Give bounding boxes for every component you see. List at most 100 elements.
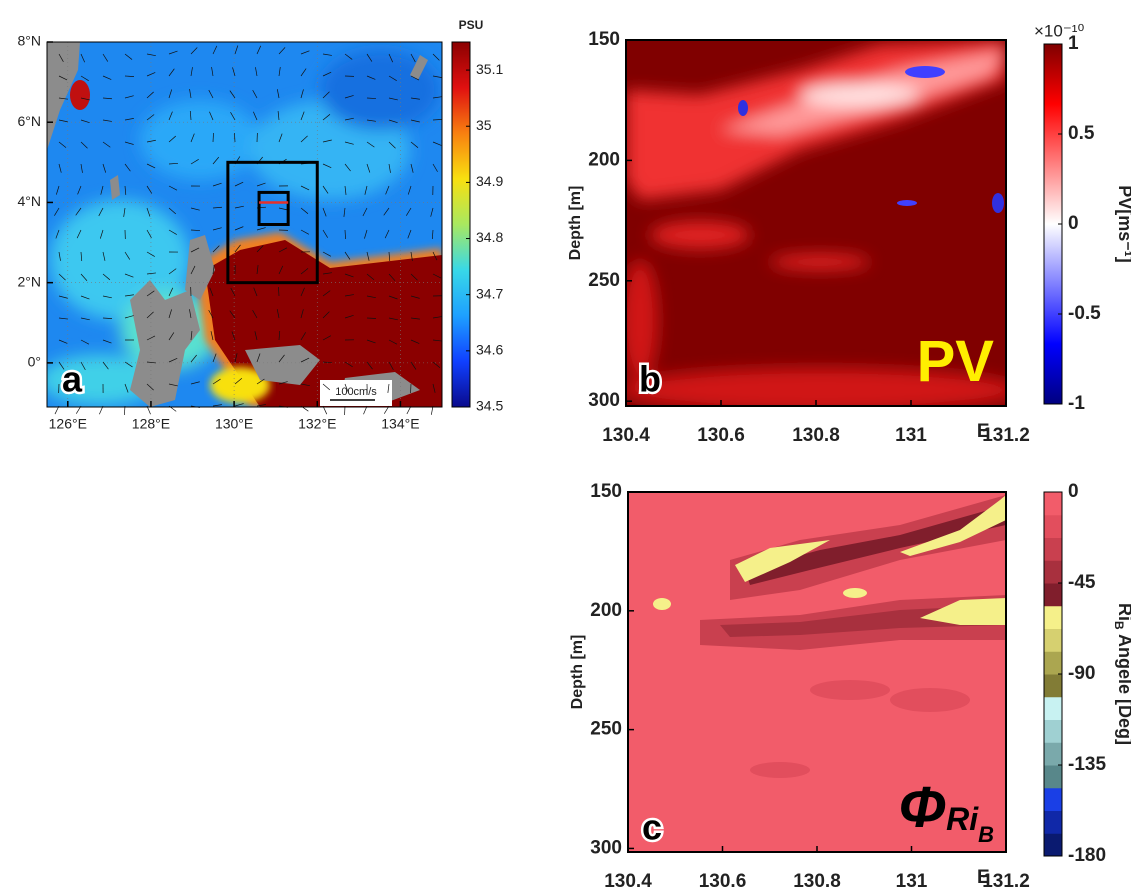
current-arrow — [168, 162, 179, 165]
current-arrow — [410, 273, 418, 281]
current-arrow — [278, 286, 280, 297]
current-arrow — [256, 404, 266, 407]
current-arrow — [80, 273, 88, 281]
y-tick-label: 150 — [588, 29, 620, 50]
current-arrow — [229, 310, 236, 319]
panel-label: b — [639, 359, 661, 400]
current-arrow — [168, 89, 173, 99]
x-tick-label: 134°E — [381, 416, 419, 432]
current-arrow — [277, 111, 280, 121]
current-arrow — [209, 287, 214, 297]
current-arrow — [388, 339, 398, 345]
current-arrow — [190, 67, 193, 77]
colorbar-tick-label: 34.6 — [476, 342, 503, 358]
current-arrow — [256, 265, 259, 275]
current-arrow — [343, 207, 346, 217]
colorbar-label-main: PV[ms⁻¹] — [1115, 185, 1131, 263]
current-arrow — [102, 141, 111, 148]
current-arrow — [322, 383, 331, 391]
current-arrow — [385, 185, 390, 195]
y-tick-label: 150 — [590, 481, 622, 502]
y-tick-label: 2°N — [18, 273, 42, 289]
current-arrow — [80, 75, 89, 81]
current-arrow — [102, 251, 106, 261]
current-arrow — [102, 53, 109, 62]
x-unit: E — [977, 867, 990, 888]
current-arrow — [322, 53, 332, 56]
current-arrow — [58, 273, 66, 281]
current-arrow — [322, 335, 332, 341]
current-arrow — [212, 45, 218, 55]
current-arrow — [252, 89, 258, 99]
colorbar — [452, 42, 470, 407]
current-arrow — [190, 381, 200, 385]
current-arrow — [146, 114, 155, 121]
current-arrow — [210, 331, 214, 341]
current-arrow — [189, 309, 192, 319]
y-axis-label: Depth [m] — [567, 186, 584, 261]
colorbar — [1044, 44, 1062, 404]
current-arrow — [80, 339, 90, 345]
current-arrow — [278, 354, 285, 363]
y-tick-label: 4°N — [18, 193, 42, 209]
pv-field — [626, 40, 1006, 406]
current-arrow — [58, 251, 61, 261]
annotation-symbol: PV — [917, 329, 995, 394]
current-arrow — [146, 311, 154, 319]
current-arrow — [102, 75, 112, 80]
current-arrow — [168, 309, 172, 319]
colorbar-tick-label: 34.9 — [476, 173, 503, 189]
current-arrow — [432, 339, 442, 342]
current-arrow — [55, 185, 60, 195]
current-arrow — [168, 383, 178, 387]
current-arrow — [58, 317, 68, 320]
current-arrow — [212, 404, 222, 407]
current-arrow — [344, 294, 354, 297]
current-arrow — [124, 294, 134, 297]
current-arrow — [190, 207, 200, 211]
colorbar-level — [1044, 492, 1062, 516]
colorbar-tick-label: -0.5 — [1068, 303, 1101, 324]
current-arrow — [407, 229, 412, 239]
colorbar-level — [1044, 719, 1062, 743]
current-arrow — [212, 353, 217, 363]
colorbar-tick-label: 0.5 — [1068, 123, 1095, 144]
current-arrow — [364, 185, 368, 195]
current-arrow — [344, 229, 346, 240]
current-arrow — [344, 95, 354, 99]
current-arrow — [254, 331, 258, 341]
current-arrow — [410, 141, 419, 148]
current-arrow — [300, 332, 306, 341]
current-arrow — [366, 141, 375, 148]
x-tick-label: 130.6 — [699, 871, 747, 892]
x-tick-label: 130.4 — [602, 425, 650, 446]
y-tick-label: 200 — [588, 149, 620, 170]
colorbar-multiplier: ×10⁻¹⁰ — [1034, 21, 1084, 40]
colorbar-level — [1044, 742, 1062, 766]
current-arrow — [300, 383, 310, 387]
x-tick-label: 131.2 — [982, 425, 1030, 446]
colorbar-tick-label: -1 — [1068, 393, 1085, 414]
current-arrow — [212, 265, 215, 275]
current-arrow — [168, 287, 174, 297]
panel-label: a — [62, 359, 83, 400]
current-arrow — [432, 75, 442, 78]
current-arrow — [344, 251, 351, 260]
x-tick-label: 130°E — [215, 416, 253, 432]
current-arrow — [212, 156, 220, 165]
current-arrow — [190, 229, 201, 231]
colorbar-tick-label: -135 — [1068, 754, 1106, 775]
current-arrow — [384, 229, 390, 239]
current-arrow — [387, 383, 390, 393]
current-arrow — [256, 245, 264, 253]
current-arrow — [124, 315, 134, 319]
y-tick-label: 6°N — [18, 113, 42, 129]
current-arrow — [79, 383, 82, 393]
current-arrow — [300, 287, 305, 297]
y-tick-label: 300 — [588, 390, 620, 411]
current-arrow — [253, 111, 258, 121]
current-arrow — [362, 207, 368, 217]
current-arrow — [124, 163, 131, 172]
current-arrow — [124, 383, 129, 393]
current-arrow — [432, 251, 438, 261]
